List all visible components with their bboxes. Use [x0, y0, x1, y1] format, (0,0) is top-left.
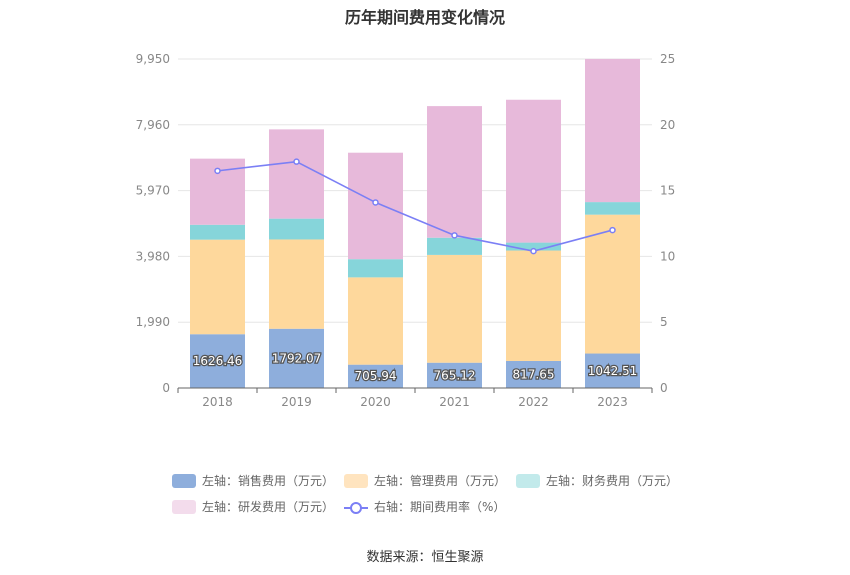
x-tick-label: 2018: [202, 395, 233, 409]
bar-finance: [269, 218, 324, 240]
bar-series: [190, 58, 640, 388]
legend-item-admin[interactable]: 左轴：管理费用（万元）: [344, 472, 506, 489]
y-right-tick-label: 0: [660, 381, 668, 395]
bar-data-label: 765.12: [434, 368, 476, 382]
bar-data-label: 817.65: [513, 367, 555, 381]
bar-data-label: 705.94: [355, 369, 397, 383]
legend-swatch-admin: [344, 473, 368, 488]
bar-sales: [427, 362, 482, 388]
bar-admin: [348, 277, 403, 365]
bar-finance: [348, 259, 403, 278]
source-note: 数据来源：恒生聚源: [366, 550, 484, 565]
chart-title: 历年期间费用变化情况: [344, 8, 505, 27]
x-tick-label: 2019: [281, 395, 312, 409]
y-right-tick-label: 25: [660, 52, 675, 66]
bar-data-labels: 1626.46 1792.07 705.94 765.12 817.65 1042.51: [191, 350, 638, 384]
bar-sales: [348, 364, 403, 388]
bar-rnd: [427, 106, 482, 238]
x-tick-label: 2023: [597, 395, 628, 409]
y-left-tick-label: 3,980: [136, 249, 170, 263]
bar-finance: [427, 237, 482, 255]
bar-admin: [506, 250, 561, 361]
y-right-tick-label: 15: [660, 184, 675, 198]
y-left-tick-label: 5,970: [136, 184, 170, 198]
legend-label-rate: 右轴：期间费用率（%）: [374, 500, 506, 514]
bar-rnd: [269, 129, 324, 219]
axes: 0 1,990 3,980 5,970 7,960 9,950 0 5 10 15 20 25 2018…: [136, 52, 676, 409]
bar-sales: [269, 328, 324, 388]
y-left-tick-label: 1,990: [136, 315, 170, 329]
rate-point: [293, 158, 300, 165]
x-tick-label: 2020: [360, 395, 391, 409]
legend-item-finance[interactable]: 左轴：财务费用（万元）: [516, 472, 678, 489]
y-left-tick-label: 9,950: [136, 52, 170, 66]
bar-admin: [269, 239, 324, 329]
legend-swatch-rnd: [172, 499, 196, 514]
legend-label-sales: 左轴：销售费用（万元）: [202, 474, 335, 488]
bar-finance: [506, 242, 561, 251]
bar-sales: [585, 353, 640, 388]
y-left-tick-label: 0: [162, 381, 170, 395]
y-right-tick-label: 10: [660, 249, 675, 263]
legend-item-sales[interactable]: 左轴：销售费用（万元）: [172, 472, 334, 489]
bar-admin: [585, 214, 640, 354]
bar-rnd: [506, 99, 561, 243]
legend-item-rnd[interactable]: 左轴：研发费用（万元）: [172, 498, 334, 515]
bar-admin: [427, 254, 482, 363]
gridlines: [178, 58, 652, 323]
bar-finance: [190, 224, 245, 240]
y-left-tick-label: 7,960: [136, 118, 170, 132]
bar-rnd: [348, 152, 403, 260]
legend-label-rnd: 左轴：研发费用（万元）: [202, 500, 335, 514]
legend-swatch-finance: [516, 473, 540, 488]
rate-point: [530, 247, 537, 255]
bar-admin: [190, 239, 245, 335]
x-tick-label: 2021: [439, 395, 470, 409]
bar-sales: [506, 360, 561, 388]
rate-point: [214, 167, 221, 175]
legend-item-rate[interactable]: 右轴：期间费用率（%）: [344, 498, 505, 515]
bar-data-label: 1626.46: [193, 354, 243, 368]
x-tick-label: 2022: [518, 395, 549, 409]
bar-sales: [190, 334, 245, 388]
rate-line-series: [214, 158, 616, 255]
bar-data-label: 1792.07: [272, 351, 322, 365]
y-right-tick-label: 5: [660, 315, 668, 329]
bar-rnd: [585, 58, 640, 203]
legend-line-icon: [344, 500, 368, 514]
rate-point: [451, 232, 458, 239]
legend-label-admin: 左轴：管理费用（万元）: [374, 474, 507, 488]
rate-point: [609, 226, 616, 234]
y-right-tick-label: 20: [660, 118, 675, 132]
rate-point: [372, 199, 379, 206]
legend-swatch-sales: [172, 473, 196, 488]
rate-line: [217, 160, 613, 252]
legend-label-finance: 左轴：财务费用（万元）: [546, 474, 679, 488]
bar-data-label: 1042.51: [588, 364, 638, 378]
bar-finance: [585, 202, 640, 215]
